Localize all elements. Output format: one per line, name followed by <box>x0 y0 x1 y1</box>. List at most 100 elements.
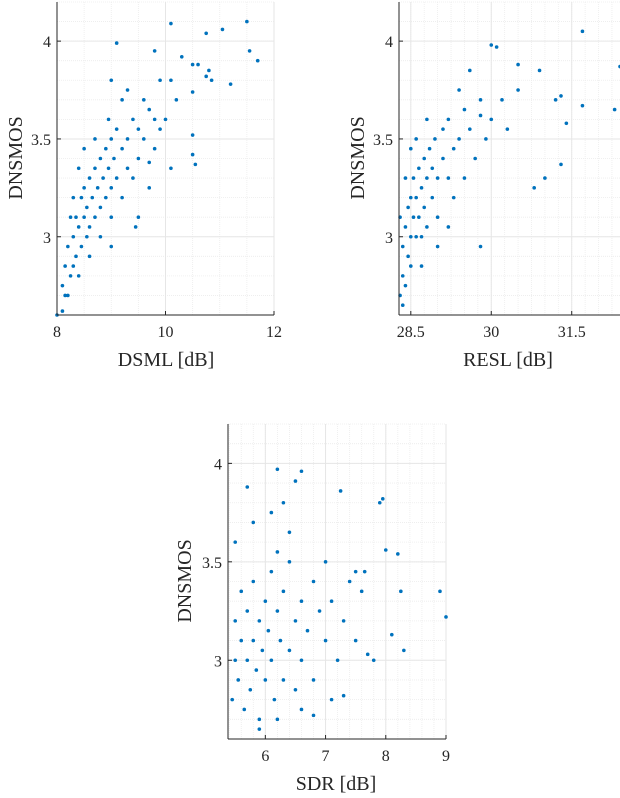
data-point <box>441 127 445 131</box>
data-point <box>278 638 283 643</box>
data-point <box>169 78 173 83</box>
data-point <box>239 638 244 643</box>
data-point <box>383 548 388 552</box>
data-point <box>76 166 81 171</box>
data-point <box>275 467 280 472</box>
grid <box>56 1 275 316</box>
scatter-plot-dsml: DSML [dB] DNSMOS 8 10 12 3 3.5 4 <box>5 1 282 371</box>
data-point <box>414 137 418 141</box>
x-tick-label: 31.5 <box>558 324 586 341</box>
data-point <box>444 615 448 619</box>
data-points <box>230 467 448 731</box>
data-point <box>430 166 435 171</box>
data-point <box>147 107 152 112</box>
data-point <box>553 98 558 102</box>
data-point <box>190 133 195 137</box>
data-point <box>106 117 111 122</box>
data-point <box>76 225 81 229</box>
data-point <box>179 54 184 59</box>
data-point <box>359 589 364 594</box>
y-tick-label: 3 <box>214 653 222 670</box>
data-point <box>114 127 119 131</box>
data-point <box>142 98 146 102</box>
data-point <box>93 137 97 141</box>
data-point <box>446 117 451 122</box>
grid <box>228 423 447 740</box>
data-point <box>399 589 403 594</box>
data-point <box>87 225 92 229</box>
data-point <box>341 619 346 623</box>
data-point <box>257 619 262 623</box>
data-point <box>335 658 340 663</box>
data-point <box>245 609 250 613</box>
data-point <box>427 146 432 151</box>
data-point <box>104 146 108 151</box>
data-point <box>390 632 394 637</box>
data-point <box>76 274 81 278</box>
data-point <box>406 205 410 210</box>
data-point <box>152 117 157 122</box>
data-point <box>257 727 262 731</box>
data-point <box>400 244 405 249</box>
data-point <box>242 707 247 712</box>
data-point <box>125 88 130 92</box>
data-point <box>396 552 400 556</box>
data-point <box>269 658 274 663</box>
data-point <box>136 127 141 131</box>
data-point <box>190 152 195 157</box>
data-point <box>329 697 334 702</box>
data-point <box>419 186 424 190</box>
x-axis-label: RESL [dB] <box>463 349 553 371</box>
data-point <box>484 137 488 141</box>
y-tick-label: 3 <box>43 230 51 247</box>
x-tick-label: 8 <box>53 324 61 341</box>
data-point <box>220 27 225 32</box>
data-point <box>362 569 367 574</box>
data-point <box>272 697 277 702</box>
y-tick-label: 4 <box>43 34 51 51</box>
data-point <box>338 489 343 493</box>
data-point <box>79 195 84 200</box>
data-point <box>299 658 304 663</box>
data-point <box>260 648 265 653</box>
data-point <box>68 274 73 278</box>
y-tick-label: 3.5 <box>31 132 51 149</box>
data-point <box>564 121 569 126</box>
data-point <box>133 225 138 229</box>
data-point <box>433 137 437 141</box>
data-point <box>281 589 286 594</box>
data-point <box>612 107 617 112</box>
data-point <box>441 156 445 161</box>
data-point <box>87 254 92 259</box>
data-point <box>275 609 280 613</box>
data-point <box>85 205 89 210</box>
data-point <box>82 215 86 219</box>
data-point <box>500 98 504 102</box>
data-point <box>478 98 483 102</box>
data-point <box>106 166 111 171</box>
data-point <box>158 78 162 83</box>
y-tick-label: 4 <box>385 34 393 51</box>
data-point <box>63 264 67 268</box>
data-point <box>269 569 274 574</box>
data-point <box>60 309 65 313</box>
data-point <box>204 74 208 79</box>
data-point <box>323 560 328 564</box>
data-point <box>411 176 416 180</box>
data-point <box>74 254 78 259</box>
data-point <box>87 176 92 180</box>
data-point <box>152 49 157 53</box>
data-point <box>163 117 168 122</box>
data-point <box>353 569 358 574</box>
data-point <box>257 717 262 722</box>
data-point <box>66 293 70 298</box>
data-point <box>516 88 520 92</box>
data-point <box>101 176 105 180</box>
data-point <box>537 68 542 73</box>
data-point <box>559 94 563 98</box>
y-axis-label: DNSMOS <box>347 116 369 199</box>
data-point <box>228 82 233 86</box>
data-point <box>190 62 195 67</box>
data-point <box>457 88 461 92</box>
